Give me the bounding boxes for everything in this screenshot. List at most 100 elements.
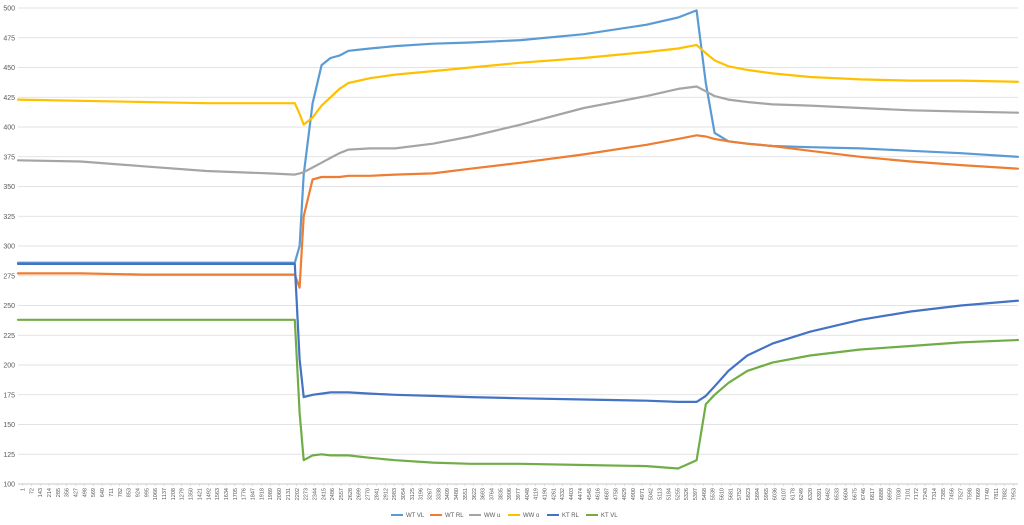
- x-tick-label: 3480: [454, 488, 460, 500]
- x-tick-label: 782: [118, 488, 124, 497]
- x-tick-label: 2415: [321, 488, 327, 500]
- x-tick-label: 2344: [312, 488, 318, 500]
- y-tick-label: 250: [3, 303, 15, 310]
- legend-label: KT VL: [601, 513, 618, 519]
- x-tick-label: 7740: [985, 488, 991, 500]
- x-tick-label: 5752: [737, 488, 743, 500]
- x-tick-label: 1208: [171, 488, 177, 500]
- x-tick-label: 6107: [781, 488, 787, 500]
- x-tick-label: 1279: [180, 488, 186, 500]
- x-tick-label: 3196: [419, 488, 425, 500]
- legend-label: WW o: [523, 513, 540, 519]
- x-tick-label: 5539: [711, 488, 717, 500]
- x-tick-label: 1563: [215, 488, 221, 500]
- y-tick-label: 475: [3, 35, 15, 42]
- x-tick-label: 6391: [817, 488, 823, 500]
- x-tick-label: 7385: [941, 488, 947, 500]
- x-tick-label: 5184: [666, 488, 672, 500]
- x-tick-label: 3125: [410, 488, 416, 500]
- x-tick-label: 6178: [790, 488, 796, 500]
- x-tick-label: 853: [127, 488, 133, 497]
- x-tick-label: 3693: [481, 488, 487, 500]
- x-tick-label: 143: [38, 488, 44, 497]
- x-tick-label: 2841: [374, 488, 380, 500]
- x-tick-label: 5468: [702, 488, 708, 500]
- x-tick-label: 4900: [631, 488, 637, 500]
- x-tick-label: 1918: [259, 488, 265, 500]
- y-tick-label: 125: [3, 452, 15, 459]
- x-tick-label: 2983: [392, 488, 398, 500]
- x-tick-label: 3338: [436, 488, 442, 500]
- x-tick-label: 5610: [720, 488, 726, 500]
- x-tick-label: 1847: [251, 488, 257, 500]
- legend-label: WW u: [484, 513, 500, 519]
- x-tick-label: 4332: [560, 488, 566, 500]
- legend-label: WT RL: [445, 513, 464, 519]
- x-tick-label: 6249: [799, 488, 805, 500]
- x-tick-label: 4403: [569, 488, 575, 500]
- x-tick-label: 7669: [976, 488, 982, 500]
- x-tick-label: 498: [82, 488, 88, 497]
- x-tick-label: 5113: [658, 488, 664, 500]
- x-tick-label: 1350: [189, 488, 195, 500]
- x-tick-label: 5681: [728, 488, 734, 500]
- x-tick-label: 356: [65, 488, 71, 497]
- x-tick-label: 3409: [445, 488, 451, 500]
- x-tick-label: 3977: [516, 488, 522, 500]
- legend-label: WT VL: [406, 513, 425, 519]
- x-tick-label: 4616: [596, 488, 602, 500]
- series-line-kt-vl: [16, 318, 1020, 470]
- y-tick-label: 450: [3, 65, 15, 72]
- x-tick-label: 2912: [383, 488, 389, 500]
- x-tick-label: 7598: [967, 488, 973, 500]
- x-tick-label: 427: [74, 488, 80, 497]
- x-tick-label: 1634: [224, 488, 230, 500]
- x-tick-label: 6320: [808, 488, 814, 500]
- y-tick-label: 375: [3, 154, 15, 161]
- x-tick-label: 924: [135, 488, 141, 497]
- x-tick-label: 6746: [861, 488, 867, 500]
- x-tick-label: 4474: [578, 488, 584, 500]
- x-tick-label: 1421: [197, 488, 203, 500]
- x-tick-label: 214: [47, 488, 53, 497]
- x-tick-label: 6959: [888, 488, 894, 500]
- x-tick-label: 1137: [162, 488, 168, 500]
- x-tick-label: 6533: [835, 488, 841, 500]
- y-tick-label: 500: [3, 6, 15, 13]
- x-tick-label: 1066: [153, 488, 159, 500]
- series-line-wt-vl: [16, 9, 1020, 264]
- x-tick-label: 5823: [746, 488, 752, 500]
- gridlines: [18, 7, 1018, 485]
- x-tick-label: 4190: [543, 488, 549, 500]
- x-tick-label: 1989: [268, 488, 274, 500]
- x-tick-label: 285: [56, 488, 62, 497]
- x-tick-label: 7030: [897, 488, 903, 500]
- x-tick-label: 3267: [428, 488, 434, 500]
- y-axis: 100 125 150 175 200 225 250 275 300 325 350 375 400 4…: [3, 6, 15, 489]
- x-tick-label: 2273: [304, 488, 310, 500]
- x-tick-label: 1776: [242, 488, 248, 500]
- x-tick-label: 640: [100, 488, 106, 497]
- x-tick-label: 3764: [489, 488, 495, 500]
- x-tick-label: 2060: [277, 488, 283, 500]
- x-tick-label: 5255: [675, 488, 681, 500]
- x-tick-label: 4971: [640, 488, 646, 500]
- y-tick-label: 225: [3, 333, 15, 340]
- series-line-ww-o: [16, 43, 1020, 126]
- legend: WT VL WT RL WW u WW o KT RL KT VL: [391, 513, 618, 519]
- y-tick-label: 200: [3, 363, 15, 370]
- y-tick-label: 300: [3, 244, 15, 251]
- series-line-ww-u: [16, 85, 1020, 176]
- x-tick-label: 2486: [330, 488, 336, 500]
- y-tick-label: 425: [3, 95, 15, 102]
- x-tick-label: 5965: [764, 488, 770, 500]
- x-tick-label: 7882: [1003, 488, 1009, 500]
- x-tick-label: 5042: [649, 488, 655, 500]
- x-tick-label: 7243: [923, 488, 929, 500]
- y-tick-label: 150: [3, 422, 15, 429]
- x-tick-label: 4119: [534, 488, 540, 500]
- x-tick-label: 7172: [914, 488, 920, 500]
- x-tick-label: 4545: [587, 488, 593, 500]
- x-tick-label: 2557: [339, 488, 345, 500]
- series-line-kt-rl: [16, 262, 1020, 403]
